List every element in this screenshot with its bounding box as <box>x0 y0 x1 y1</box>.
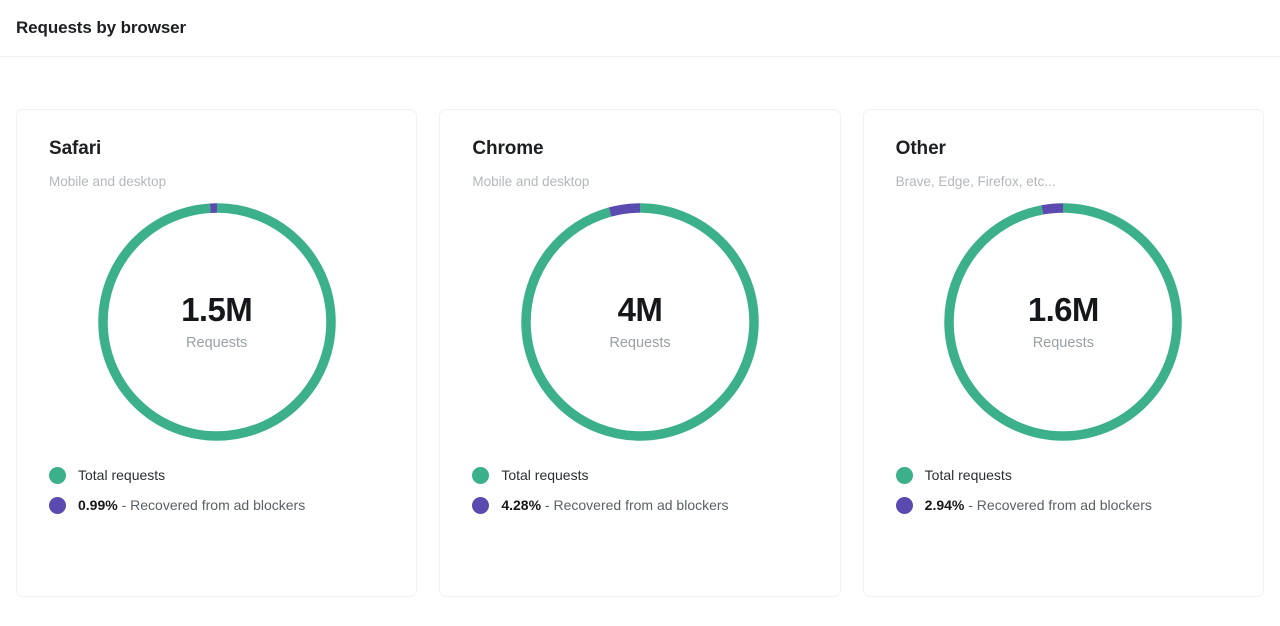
legend-label: 0.99% - Recovered from ad blockers <box>78 497 305 513</box>
legend: Total requests 4.28% - Recovered from ad… <box>472 466 807 514</box>
legend-dot-icon <box>472 496 490 514</box>
legend: Total requests 0.99% - Recovered from ad… <box>49 466 384 514</box>
legend-item-recovered: 0.99% - Recovered from ad blockers <box>49 496 384 514</box>
card-title: Chrome <box>472 138 544 159</box>
recovered-percent: 0.99% <box>78 497 118 514</box>
browser-card-chrome: Chrome Mobile and desktop 4M Requests To… <box>439 109 841 597</box>
recovered-suffix: - Recovered from ad blockers <box>541 497 729 514</box>
donut-recovered-segment <box>97 203 336 441</box>
browser-card-safari: Safari Mobile and desktop 1.5M Requests … <box>16 109 418 597</box>
legend-item-total-requests: Total requests <box>895 466 1231 484</box>
legend-item-total-requests: Total requests <box>472 466 807 484</box>
card-subtitle: Brave, Edge, Firefox, etc... <box>895 173 1056 189</box>
legend-dot-icon <box>472 466 490 484</box>
legend-dot-icon <box>49 466 66 484</box>
card-title: Safari <box>49 138 102 159</box>
donut-track-segment <box>521 203 759 441</box>
donut-svg <box>944 203 1183 441</box>
legend-dot-icon <box>895 466 913 484</box>
legend-label: Total requests <box>924 467 1012 484</box>
legend-dot-icon <box>895 496 913 514</box>
card-subtitle: Mobile and desktop <box>49 173 167 189</box>
legend-dot-icon <box>49 496 66 514</box>
card-subtitle: Mobile and desktop <box>472 173 590 189</box>
donut-svg <box>521 203 759 441</box>
legend: Total requests 2.94% - Recovered from ad… <box>895 466 1231 514</box>
donut-chart-other: 1.6M Requests <box>896 203 1231 441</box>
legend-label: Total requests <box>78 467 166 484</box>
legend-label: Total requests <box>501 467 589 484</box>
legend-item-recovered: 2.94% - Recovered from ad blockers <box>895 496 1231 514</box>
page-title: Requests by browser <box>16 18 187 37</box>
donut-chart-safari: 1.5M Requests <box>49 203 384 441</box>
donut-chart-chrome: 4M Requests <box>472 203 807 441</box>
recovered-percent: 2.94% <box>924 497 965 514</box>
legend-label: 4.28% - Recovered from ad blockers <box>501 497 728 513</box>
card-title: Other <box>895 138 946 159</box>
legend-item-total-requests: Total requests <box>49 466 384 484</box>
page-header: Requests by browser <box>0 0 1280 57</box>
donut-track-segment <box>97 203 336 441</box>
recovered-suffix: - Recovered from ad blockers <box>117 497 306 514</box>
legend-label: 2.94% - Recovered from ad blockers <box>925 497 1152 513</box>
browser-cards-row: Safari Mobile and desktop 1.5M Requests … <box>0 57 1280 597</box>
recovered-percent: 4.28% <box>501 497 542 514</box>
donut-track-segment <box>944 203 1183 441</box>
recovered-suffix: - Recovered from ad blockers <box>964 497 1152 514</box>
browser-card-other: Other Brave, Edge, Firefox, etc... 1.6M … <box>862 109 1264 597</box>
donut-recovered-segment <box>521 203 759 441</box>
legend-item-recovered: 4.28% - Recovered from ad blockers <box>472 496 807 514</box>
donut-svg <box>97 203 336 441</box>
